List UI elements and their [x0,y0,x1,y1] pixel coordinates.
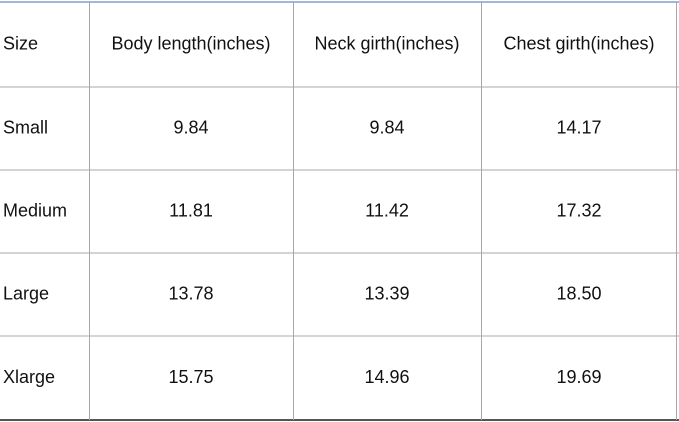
measurement-cell: 11.81 [169,200,213,220]
measurement-cell: 14.17 [556,117,601,137]
measurement-cell: 9.84 [369,117,404,137]
size-label: Medium [3,200,67,220]
measurement-cell: 18.50 [556,283,601,303]
measurement-cell: 11.42 [365,200,409,220]
measurement-cell: 14.96 [364,367,409,387]
header-cell: Chest girth(inches) [503,33,654,53]
measurement-cell: 13.39 [364,283,409,303]
size-label: Xlarge [3,367,55,387]
header-cell: Size [3,33,38,53]
size-label: Large [3,283,49,303]
measurement-cell: 15.75 [168,367,213,387]
header-cell: Neck girth(inches) [314,33,459,53]
measurement-cell: 19.69 [556,367,601,387]
header-cell: Body length(inches) [111,33,270,53]
measurement-cell: 17.32 [556,200,601,220]
measurement-cell: 13.78 [168,283,213,303]
measurement-cell: 9.84 [173,117,208,137]
size-label: Small [3,117,48,137]
